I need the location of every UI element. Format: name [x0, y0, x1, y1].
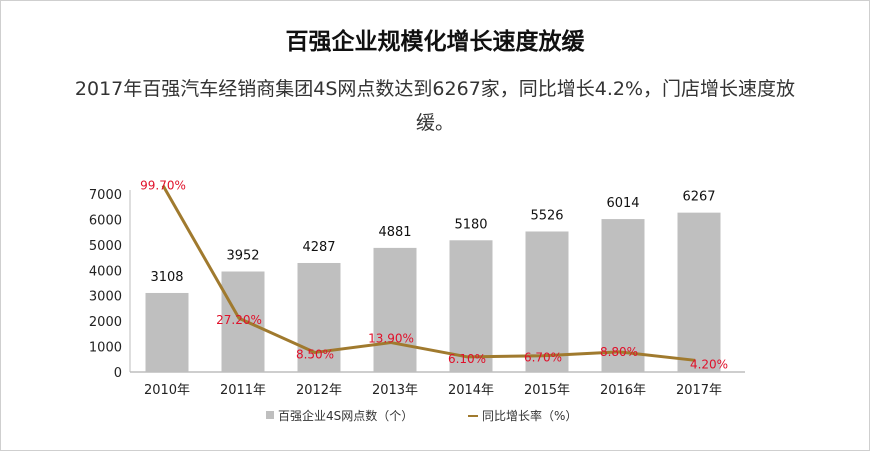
- growth-rate-label: 8.80%: [600, 345, 638, 359]
- bar: [145, 292, 189, 372]
- growth-rate-label: 6.10%: [448, 352, 486, 366]
- legend-bar-swatch-icon: [266, 411, 274, 419]
- y-axis: 0 1000 2000 3000 4000 5000 6000 7000: [89, 188, 131, 381]
- y-tick-label: 7000: [89, 188, 122, 203]
- legend: 百强企业4S网点数（个） 同比增长率（%）: [266, 408, 577, 423]
- bar: [601, 219, 645, 372]
- bar-value-label: 5526: [530, 208, 563, 223]
- x-tick-label: 2017年: [676, 383, 722, 398]
- growth-rate-line: [161, 184, 696, 362]
- growth-rate-label: 8.50%: [296, 347, 334, 361]
- y-tick-label: 6000: [89, 213, 122, 228]
- growth-rate-label: 99.70%: [140, 179, 186, 193]
- legend-line-label: 同比增长率（%）: [482, 408, 577, 423]
- growth-rate-label: 4.20%: [690, 357, 728, 371]
- bar: [373, 247, 417, 372]
- bar-value-label: 3952: [226, 249, 259, 264]
- x-tick-label: 2012年: [296, 383, 342, 398]
- growth-rate-label: 27.20%: [216, 313, 262, 327]
- x-tick-label: 2010年: [144, 383, 190, 398]
- x-axis: 2010年 2011年 2012年 2013年 2014年 2015年 2016年 2017年: [130, 371, 745, 398]
- x-tick-label: 2014年: [448, 383, 494, 398]
- bar-value-label: 6014: [606, 196, 639, 211]
- line-series: 99.70% 27.20% 8.50% 13.90% 6.10% 6.70% 8.80% 4.…: [140, 179, 728, 372]
- bar-series: 3108 3952 4287 4881 5180 5526 6014 6267: [145, 190, 721, 372]
- y-tick-label: 2000: [89, 315, 122, 330]
- bar: [525, 231, 569, 372]
- x-tick-label: 2015年: [524, 383, 570, 398]
- growth-rate-label: 13.90%: [368, 332, 414, 346]
- legend-bar-label: 百强企业4S网点数（个）: [278, 408, 413, 423]
- y-tick-label: 5000: [89, 239, 122, 254]
- chart-subtitle: 2017年百强汽车经销商集团4S网点数达到6267家，同比增长4.2%，门店增长…: [74, 78, 796, 134]
- bar-value-label: 4881: [378, 225, 411, 240]
- bar-value-label: 6267: [682, 190, 715, 205]
- bar-value-label: 5180: [454, 217, 487, 232]
- bar-value-label: 3108: [150, 270, 183, 285]
- y-tick-label: 4000: [89, 264, 122, 279]
- bar: [297, 262, 341, 372]
- growth-rate-label: 6.70%: [524, 351, 562, 365]
- bar: [221, 271, 265, 372]
- bar: [677, 212, 721, 372]
- y-tick-label: 1000: [89, 341, 122, 356]
- bar-value-label: 4287: [302, 240, 335, 255]
- x-tick-label: 2013年: [372, 383, 418, 398]
- x-tick-label: 2011年: [220, 383, 266, 398]
- x-tick-label: 2016年: [600, 383, 646, 398]
- y-tick-label: 0: [114, 366, 122, 381]
- y-tick-label: 3000: [89, 290, 122, 305]
- chart-title: 百强企业规模化增长速度放缓: [285, 29, 585, 55]
- bar: [449, 240, 493, 372]
